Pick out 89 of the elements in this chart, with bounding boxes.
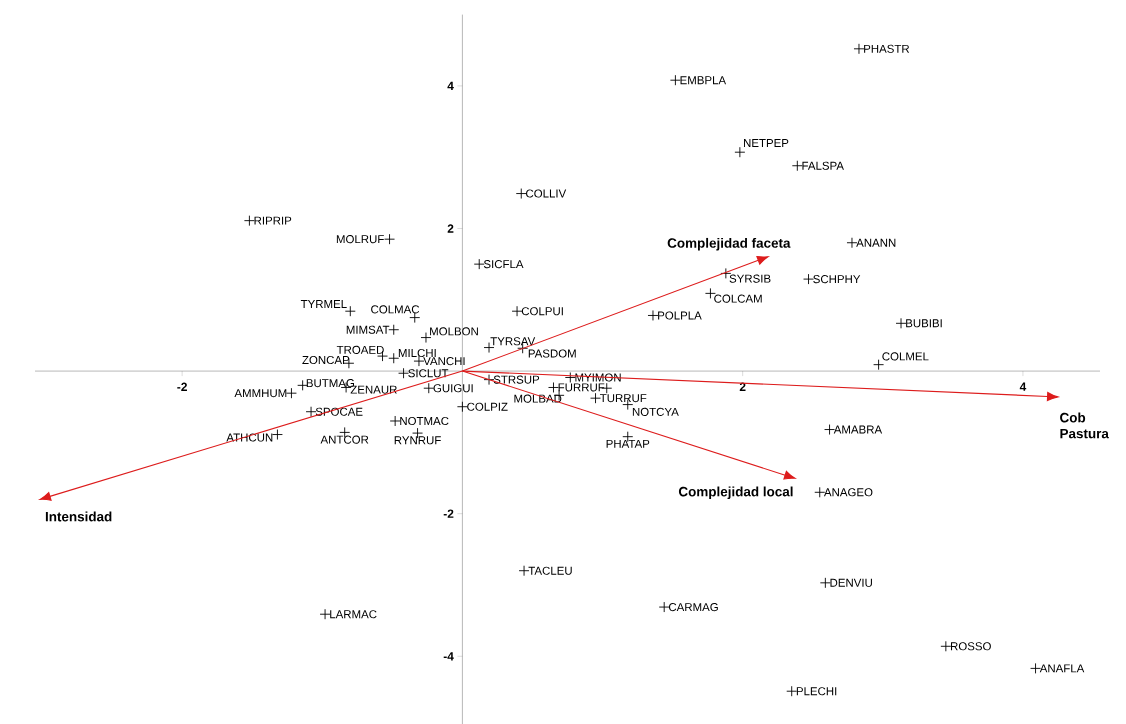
- annotation: Complejidad local: [678, 486, 793, 500]
- point: [305, 406, 317, 418]
- annotation: NOTMAC: [400, 416, 449, 426]
- y-tick-label: 4: [447, 81, 454, 90]
- annotation: MIMSAT: [346, 325, 390, 334]
- annotation: ANANN: [856, 238, 896, 247]
- annotation: BUBIBI: [906, 319, 942, 328]
- x-tick-label: -2: [177, 382, 187, 391]
- point: [398, 367, 409, 379]
- annotation: NETPEP: [744, 139, 789, 147]
- point: [853, 43, 865, 55]
- annotation: COLCAM: [714, 294, 762, 303]
- point: [243, 215, 255, 227]
- point: [384, 233, 395, 245]
- annotation: TYRSAV: [490, 337, 536, 346]
- point: [669, 74, 681, 86]
- annotation: Cob Pastura: [1060, 412, 1109, 439]
- annotation: TYRMEL: [300, 300, 347, 308]
- point: [388, 352, 400, 364]
- point: [803, 273, 814, 285]
- point: [658, 601, 670, 613]
- annotation: COLMEL: [882, 352, 929, 361]
- y-tick-label: 2: [447, 224, 454, 233]
- point: [590, 392, 601, 404]
- x-tick-label: 4: [1019, 382, 1027, 391]
- annotation: SYRSIB: [729, 274, 771, 283]
- annotation: AMABRA: [833, 425, 883, 434]
- point: [420, 332, 432, 344]
- point: [704, 287, 716, 299]
- annotation: NOTCYA: [632, 407, 679, 416]
- annotation: TURRUF: [599, 394, 647, 403]
- annotation: PHASTR: [864, 44, 910, 53]
- annotation: SCHPHY: [813, 275, 861, 284]
- annotation: ZONCAP: [302, 355, 350, 365]
- point: [824, 424, 835, 435]
- point: [548, 382, 559, 393]
- annotation: TROAED: [336, 345, 384, 354]
- point: [1030, 662, 1041, 674]
- annotation: PLECHI: [796, 687, 837, 696]
- annotation: MOLBON: [430, 327, 478, 336]
- point: [734, 146, 746, 158]
- annotation: SICLUT: [408, 369, 449, 378]
- annotation: GUIGUI: [433, 384, 473, 393]
- annotation: Complejidad faceta: [667, 237, 791, 251]
- point: [456, 401, 468, 413]
- annotation: Intensidad: [45, 511, 112, 522]
- annotation: COLLIV: [526, 189, 567, 198]
- annotation: PASDOM: [528, 349, 576, 358]
- annotation: AMMHUM: [234, 389, 287, 398]
- annotation: RYNRUF: [394, 436, 441, 445]
- annotation: PHATAP: [606, 439, 650, 448]
- annotation: ANAFLA: [1039, 664, 1085, 673]
- x-tick-label: 2: [739, 382, 746, 391]
- point: [786, 685, 798, 697]
- point: [389, 415, 401, 427]
- point: [895, 317, 907, 329]
- point: [873, 359, 885, 371]
- annotation: CARMAG: [668, 603, 718, 612]
- point: [791, 160, 803, 172]
- point: [483, 374, 495, 386]
- annotation: RIPRIP: [254, 216, 292, 225]
- point: [473, 258, 485, 270]
- point: [515, 188, 527, 199]
- annotation: ANTCOR: [320, 435, 369, 444]
- annotation: MILCHI: [398, 348, 436, 358]
- point: [564, 372, 576, 383]
- annotation: ROSSO: [950, 642, 991, 651]
- annotation: LARMAC: [330, 610, 377, 619]
- point: [819, 577, 831, 589]
- annotation: ANAGEO: [823, 488, 873, 497]
- annotation: POLPLA: [658, 311, 702, 320]
- annotation: COLMAC: [371, 305, 420, 314]
- annotation: TACLEU: [528, 566, 572, 575]
- point: [647, 310, 659, 321]
- annotation: STRSUP: [493, 375, 540, 384]
- annotation: VANCHI: [423, 357, 465, 366]
- point: [940, 640, 952, 652]
- y-tick-label: -2: [443, 509, 454, 518]
- annotation: EMBPLA: [680, 76, 727, 85]
- annotation: FALSPA: [802, 161, 844, 170]
- annotation: COLPIZ: [467, 402, 508, 411]
- y-tick-label: -4: [443, 652, 454, 661]
- annotation: COLPUI: [521, 307, 563, 316]
- point: [511, 305, 523, 317]
- annotation: DENVIU: [830, 578, 872, 587]
- annotation: FURRUF: [558, 383, 605, 392]
- point: [319, 608, 331, 620]
- annotation: MOLRUF: [336, 235, 384, 244]
- annotation: SICFLA: [483, 260, 524, 269]
